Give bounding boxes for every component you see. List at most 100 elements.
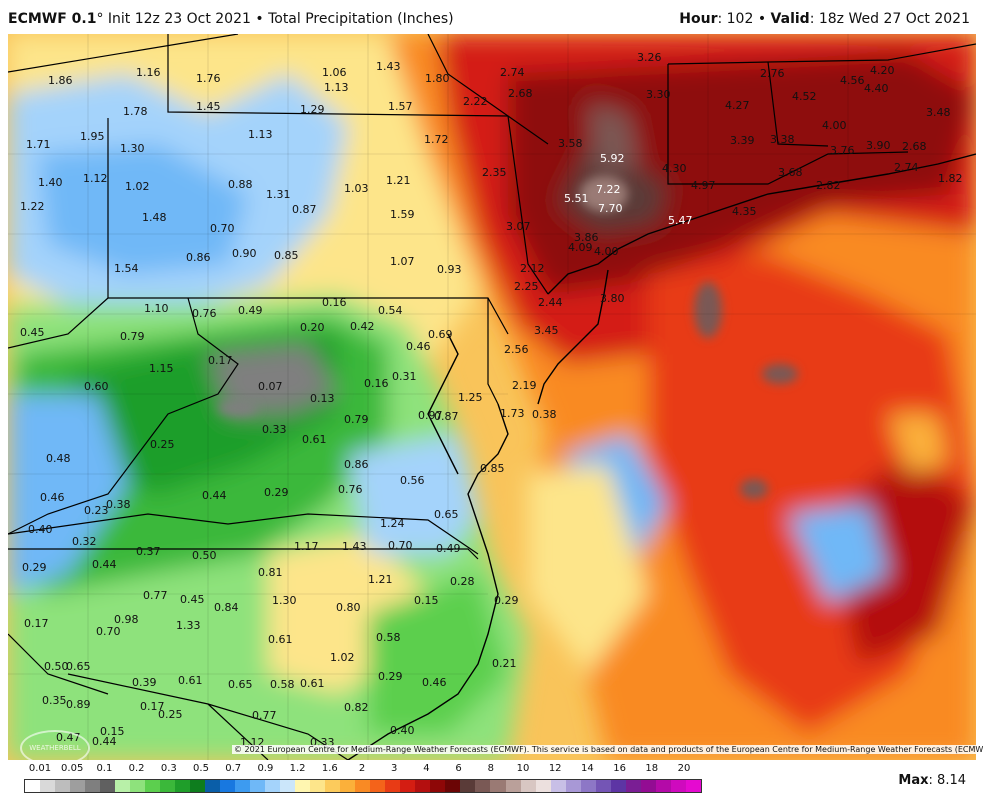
precip-value-label: 2.22	[463, 95, 488, 108]
precip-value-label: 0.70	[210, 222, 235, 235]
precip-value-label: 0.29	[22, 561, 47, 574]
precip-value-label: 0.44	[92, 558, 117, 571]
precip-value-label: 3.86	[574, 231, 599, 244]
legend-swatch	[160, 780, 176, 792]
precip-value-label: 0.40	[390, 724, 415, 737]
precip-value-label: 0.61	[178, 674, 203, 687]
precip-value-label: 4.09	[568, 241, 593, 254]
precip-value-label: 0.84	[214, 601, 239, 614]
precip-value-label: 0.56	[400, 474, 425, 487]
precip-value-label: 0.86	[344, 458, 369, 471]
legend-tick-label: 2	[358, 763, 366, 774]
legend-swatch	[520, 780, 536, 792]
precip-value-label: 0.13	[310, 392, 335, 405]
precip-value-label: 0.65	[228, 678, 253, 691]
legend-swatch	[55, 780, 71, 792]
legend-swatch	[190, 780, 206, 792]
precip-value-label: 1.78	[123, 105, 148, 118]
legend-swatch	[40, 780, 56, 792]
precip-value-label: 3.90	[866, 139, 891, 152]
precip-value-label: 0.32	[72, 535, 97, 548]
precip-value-label: 0.97	[418, 409, 443, 422]
legend-tick-label: 0.5	[193, 763, 209, 774]
precip-value-label: 0.35	[42, 694, 67, 707]
hour-label: Hour	[679, 11, 718, 27]
precip-value-label: 0.25	[150, 438, 175, 451]
precip-value-label: 0.17	[24, 617, 49, 630]
precip-value-label: 0.46	[40, 491, 65, 504]
precip-value-label: 0.79	[344, 413, 369, 426]
product-name: Total Precipitation (Inches)	[268, 11, 454, 27]
precip-value-label: 0.25	[158, 708, 183, 721]
map-header: ECMWF 0.1° Init 12z 23 Oct 2021 • Total …	[0, 0, 984, 34]
precip-value-label: 1.59	[390, 208, 415, 221]
precip-value-label: 4.56	[840, 74, 865, 87]
precip-value-label: 1.16	[136, 66, 161, 79]
legend-swatch	[490, 780, 506, 792]
legend-swatch	[295, 780, 311, 792]
precip-value-label: 4.30	[662, 162, 687, 175]
max-label: Max	[898, 773, 929, 788]
precip-value-label: 0.45	[20, 326, 45, 339]
precip-value-label: 1.95	[80, 130, 105, 143]
precip-value-label: 1.86	[48, 74, 73, 87]
legend-swatch	[535, 780, 551, 792]
legend-swatch	[310, 780, 326, 792]
legend-swatch	[430, 780, 446, 792]
legend-swatch	[205, 780, 221, 792]
hour-value: : 102	[717, 11, 754, 27]
precip-value-label: 0.77	[252, 709, 277, 722]
precip-value-label: 3.58	[558, 137, 583, 150]
precip-value-label: 3.80	[600, 292, 625, 305]
precip-value-label: 1.80	[425, 72, 450, 85]
legend-swatch	[235, 780, 251, 792]
precip-shading	[8, 34, 976, 760]
precip-value-label: 0.70	[96, 625, 121, 638]
precip-value-label: 0.61	[268, 633, 293, 646]
model-name: ECMWF 0.1	[8, 11, 97, 27]
precip-value-label: 2.56	[504, 343, 529, 356]
precip-value-label: 3.68	[778, 166, 803, 179]
precip-value-label: 0.17	[208, 354, 233, 367]
precip-value-label: 1.02	[330, 651, 355, 664]
precip-value-label: 3.39	[730, 134, 755, 147]
precip-value-label: 0.50	[44, 660, 69, 673]
precip-value-label: 1.22	[20, 200, 45, 213]
legend-tick-label: 1.6	[321, 763, 338, 774]
legend-tick-label: 14	[581, 763, 594, 774]
legend-tick-label: 0.9	[257, 763, 274, 774]
legend-swatch	[280, 780, 296, 792]
precip-value-label: 1.33	[176, 619, 201, 632]
precip-value-label: 5.92	[600, 152, 625, 165]
legend-tick-label: 1.2	[289, 763, 306, 774]
precip-value-label: 4.35	[732, 205, 757, 218]
precip-value-label: 0.61	[300, 677, 325, 690]
precip-value-label: 0.15	[100, 725, 125, 738]
precip-value-label: 0.85	[274, 249, 299, 262]
precip-value-label: 0.46	[422, 676, 447, 689]
legend-swatch	[220, 780, 236, 792]
precip-value-label: 1.13	[324, 81, 349, 94]
init-time: Init 12z 23 Oct 2021	[107, 11, 251, 27]
precip-value-label: 0.23	[84, 504, 109, 517]
county-lines	[8, 34, 976, 760]
precip-value-label: 1.54	[114, 262, 139, 275]
precip-value-label: 0.20	[300, 321, 325, 334]
precip-value-label: 1.30	[120, 142, 145, 155]
precip-value-label: 1.25	[458, 391, 483, 404]
precip-value-label: 0.29	[264, 486, 289, 499]
precip-value-label: 1.06	[322, 66, 347, 79]
precip-value-label: 5.47	[668, 214, 693, 227]
precip-value-label: 1.48	[142, 211, 167, 224]
precip-value-label: 0.29	[494, 594, 519, 607]
precip-value-label: 7.70	[598, 202, 623, 215]
legend-swatch	[340, 780, 356, 792]
legend-tick-label: 3	[391, 763, 398, 774]
precip-value-label: 0.98	[114, 613, 139, 626]
precipitation-map[interactable]: 1.86 1.16 1.76 1.06 1.13 1.43 1.80 2.74 2.68 2.22…	[8, 34, 976, 760]
legend-swatch	[400, 780, 416, 792]
precip-value-label: 1.21	[386, 174, 411, 187]
legend-swatch	[70, 780, 86, 792]
separator-bullet: •	[757, 11, 767, 27]
separator-bullet: •	[255, 11, 264, 27]
